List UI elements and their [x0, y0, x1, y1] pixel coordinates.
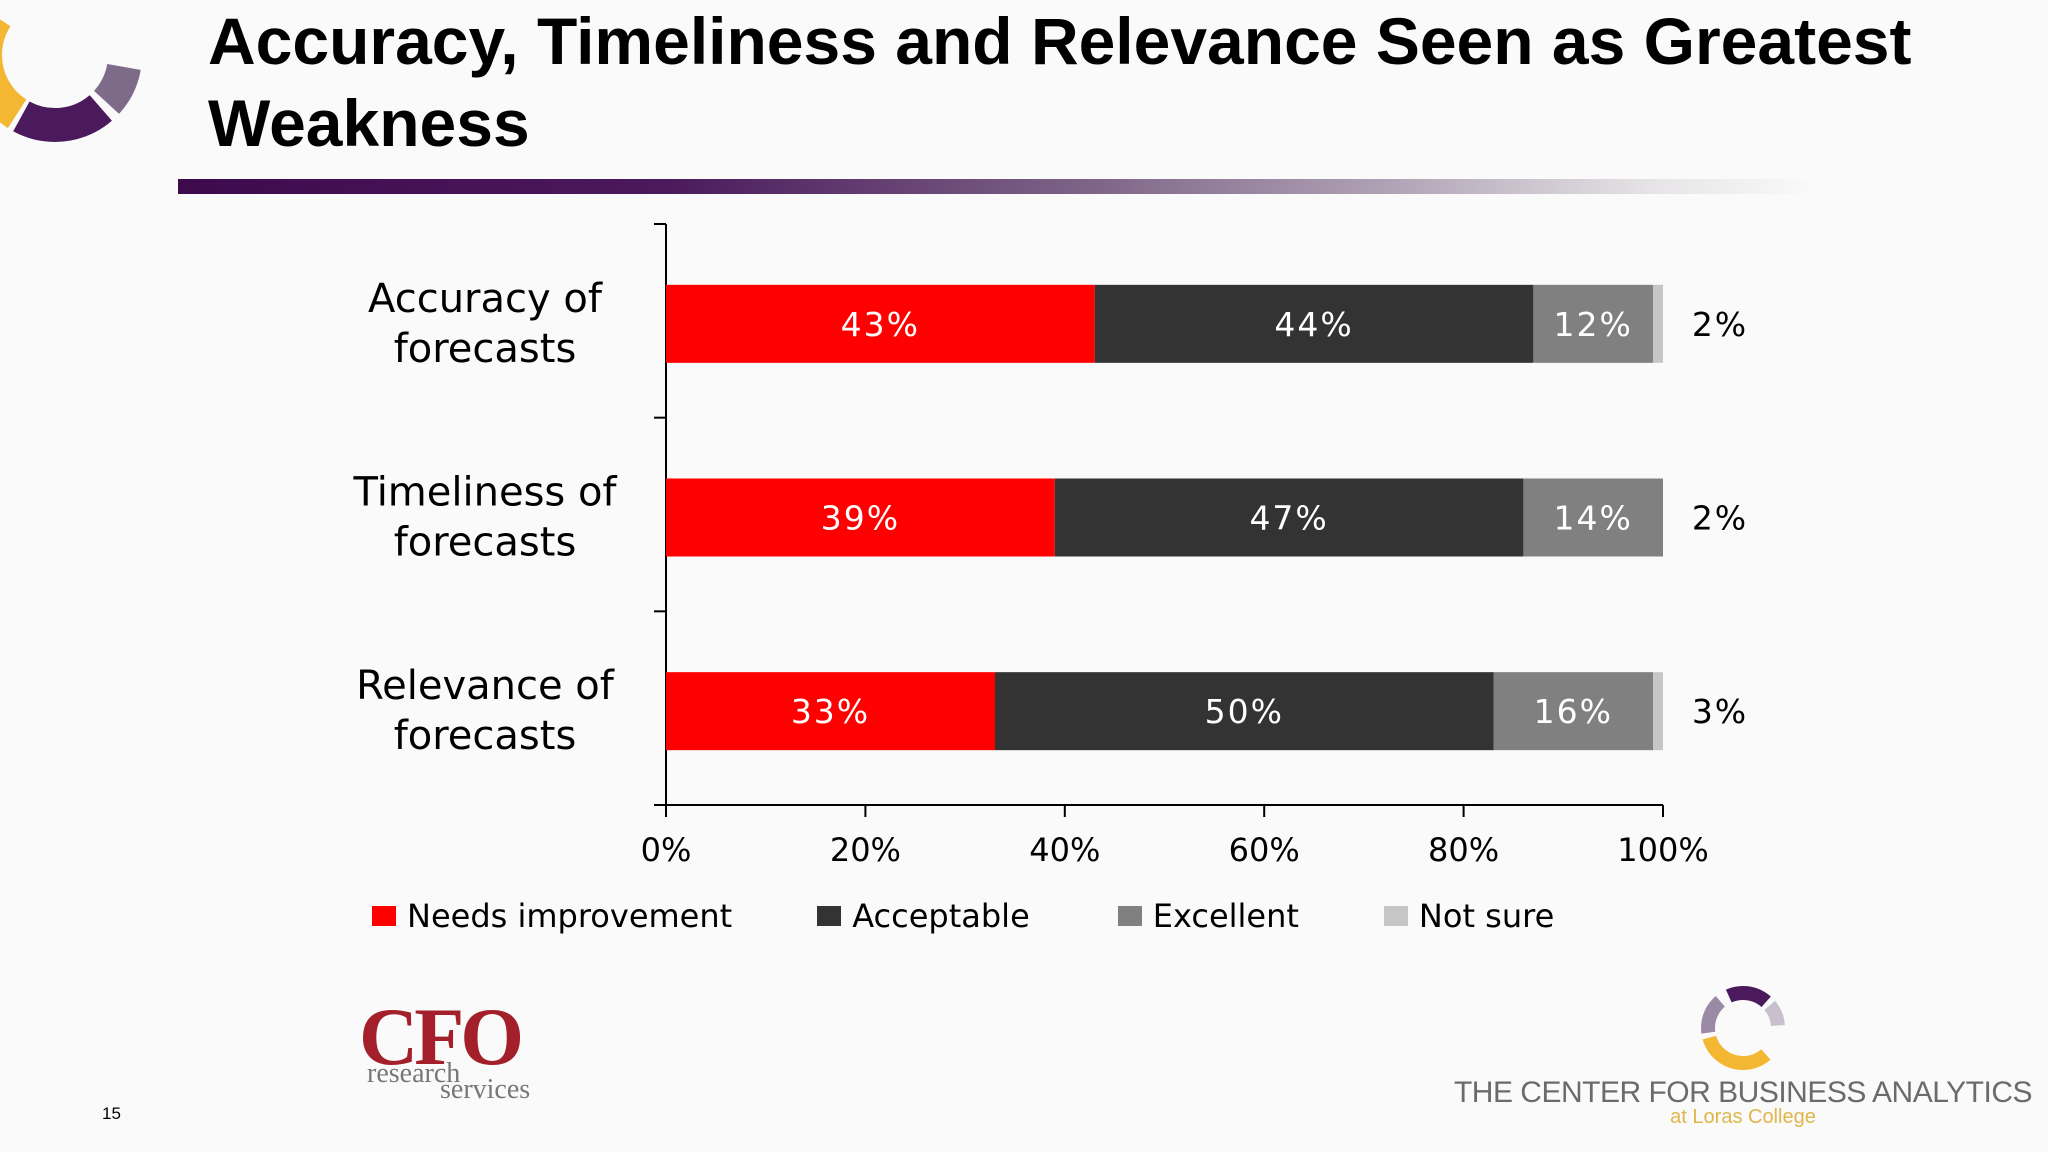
page-number: 15 [102, 1104, 121, 1123]
bar-segment-needs-improvement [666, 284, 1095, 363]
legend-label: Excellent [1152, 897, 1299, 935]
legend-item: Needs improvement [372, 897, 732, 935]
legend-item: Acceptable [817, 897, 1030, 935]
legend-swatch [1383, 906, 1408, 926]
chart-legend: Needs improvement Acceptable Excellent Not … [372, 894, 1610, 938]
data-label: 39% [821, 499, 900, 538]
data-label: 3% [1692, 692, 1748, 731]
data-label: 14% [1554, 499, 1633, 538]
cfo-logo-sub2: services [440, 1074, 531, 1105]
category-label-line: Timeliness of [352, 470, 617, 516]
category-label: Relevance of forecasts [356, 663, 615, 759]
bar-segment-acceptable [1054, 478, 1524, 557]
data-label: 16% [1534, 692, 1613, 731]
data-label: 43% [841, 305, 920, 344]
bar-segment-not-sure [1653, 284, 1663, 363]
category-label: Timeliness of forecasts [352, 470, 617, 566]
cfo-logo-text: CFO [359, 991, 524, 1082]
bar-segment-not-sure [1653, 672, 1663, 751]
page-title: Accuracy, Timeliness and Relevance Seen … [208, 4, 1912, 160]
cba-ring-icon [1701, 986, 1785, 1070]
category-label-line: forecasts [394, 713, 577, 759]
bar-segment-acceptable [995, 672, 1494, 751]
bar-segment-excellent [1493, 672, 1654, 751]
cba-subtitle: at Loras College [1670, 1106, 1816, 1128]
data-label: 47% [1249, 499, 1328, 538]
legend-label: Needs improvement [407, 897, 733, 935]
data-label: 2% [1692, 499, 1748, 538]
center-for-business-analytics-logo: THE CENTER FOR BUSINESS ANALYTICS at Lor… [1448, 976, 2038, 1136]
data-label: 33% [791, 692, 870, 731]
category-label: Accuracy of forecasts [368, 276, 603, 372]
bar-segment-needs-improvement [666, 478, 1055, 557]
x-tick-label: 0% [641, 831, 692, 869]
legend-item: Not sure [1383, 897, 1555, 935]
bar-segment-acceptable [1094, 284, 1534, 363]
cba-name: THE CENTER FOR BUSINESS ANALYTICS [1453, 1076, 2033, 1109]
category-label-line: Accuracy of [368, 276, 603, 322]
x-tick-label: 60% [1229, 831, 1300, 869]
legend-swatch [1117, 906, 1142, 926]
data-label: 44% [1274, 305, 1353, 344]
bar-segment-needs-improvement [666, 672, 996, 751]
x-tick-label: 20% [830, 831, 901, 869]
bar-segment-excellent [1523, 478, 1663, 557]
cfo-research-services-logo: CFO research services [345, 991, 585, 1106]
cfo-logo-sub1: research [367, 1058, 461, 1089]
category-label-line: Relevance of [356, 663, 615, 709]
legend-label: Not sure [1418, 897, 1555, 935]
legend-swatch [372, 906, 396, 926]
x-tick-label: 80% [1428, 831, 1499, 869]
category-label-line: forecasts [394, 520, 577, 566]
legend-label: Acceptable [852, 897, 1030, 935]
data-label: 2% [1692, 305, 1748, 344]
brand-ring-icon [0, 0, 142, 142]
data-label: 12% [1554, 305, 1633, 344]
bar-segment-excellent [1533, 284, 1654, 363]
title-divider [178, 179, 1816, 194]
category-label-line: forecasts [394, 326, 577, 372]
x-tick-label: 40% [1029, 831, 1100, 869]
x-tick-label: 100% [1617, 831, 1708, 869]
legend-item: Excellent [1117, 897, 1299, 935]
data-label: 50% [1205, 692, 1284, 731]
legend-swatch [817, 906, 842, 926]
